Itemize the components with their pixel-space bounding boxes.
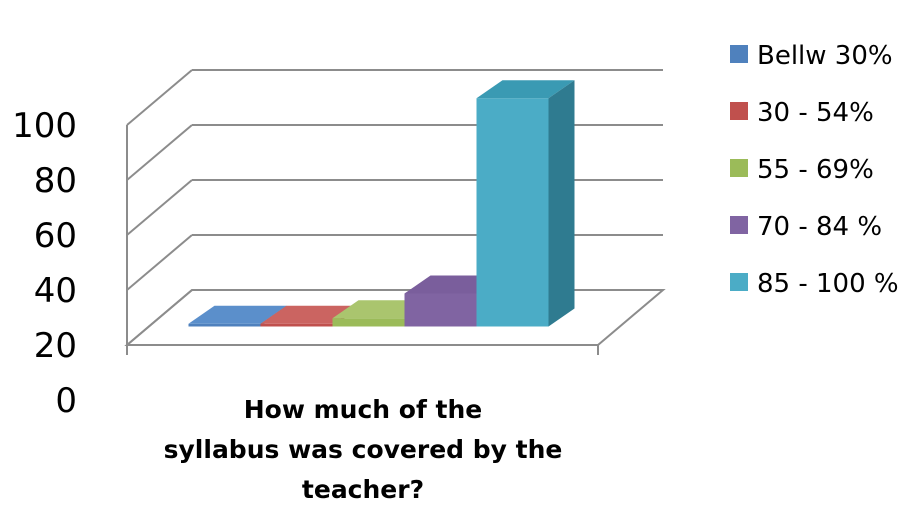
legend-swatch xyxy=(730,102,748,120)
legend-item: 85 - 100 % xyxy=(730,269,899,299)
bar-front xyxy=(332,318,405,327)
gridline-side-100 xyxy=(126,69,193,126)
y-tick-label: 60 xyxy=(34,216,77,256)
legend: Bellw 30% 30 - 54% 55 - 69% 70 - 84 % 85 - 1… xyxy=(730,41,899,299)
legend-swatch xyxy=(730,45,748,63)
y-tick-label: 40 xyxy=(34,271,77,311)
legend-item: 55 - 69% xyxy=(730,155,874,185)
bar-front xyxy=(476,98,549,327)
legend-item: Bellw 30% xyxy=(730,41,893,71)
y-tick-label: 100 xyxy=(12,106,77,146)
legend-label: Bellw 30% xyxy=(757,41,893,71)
bar-front xyxy=(404,293,477,327)
gridline-side-40 xyxy=(126,234,193,291)
legend-label: 85 - 100 % xyxy=(757,269,899,299)
y-tick-label: 0 xyxy=(55,381,77,421)
legend-item: 70 - 84 % xyxy=(730,212,882,242)
bars xyxy=(188,80,575,327)
bar-top xyxy=(188,305,287,324)
bar-side xyxy=(548,80,575,327)
x-axis-label-line-1: How much of the xyxy=(244,395,483,424)
gridline-side-20 xyxy=(126,289,193,346)
gridline-side-60 xyxy=(126,179,193,236)
legend-label: 70 - 84 % xyxy=(757,212,882,242)
y-axis: 0 20 40 60 80 100 xyxy=(12,106,77,421)
legend-swatch xyxy=(730,159,748,177)
legend-label: 30 - 54% xyxy=(757,98,874,128)
legend-swatch xyxy=(730,216,748,234)
y-tick-label: 80 xyxy=(34,161,77,201)
legend-item: 30 - 54% xyxy=(730,98,874,128)
gridline-side-80 xyxy=(126,124,193,181)
y-tick-label: 20 xyxy=(34,326,77,366)
x-axis-label-line-3: teacher? xyxy=(302,475,424,504)
bar-top xyxy=(476,80,575,99)
bar-front xyxy=(188,323,261,327)
bar-front xyxy=(260,323,333,327)
bar xyxy=(476,80,575,327)
legend-swatch xyxy=(730,273,748,291)
legend-label: 55 - 69% xyxy=(757,155,874,185)
x-axis-label: How much of the syllabus was covered by … xyxy=(164,395,563,504)
x-axis-label-line-2: syllabus was covered by the xyxy=(164,435,563,464)
